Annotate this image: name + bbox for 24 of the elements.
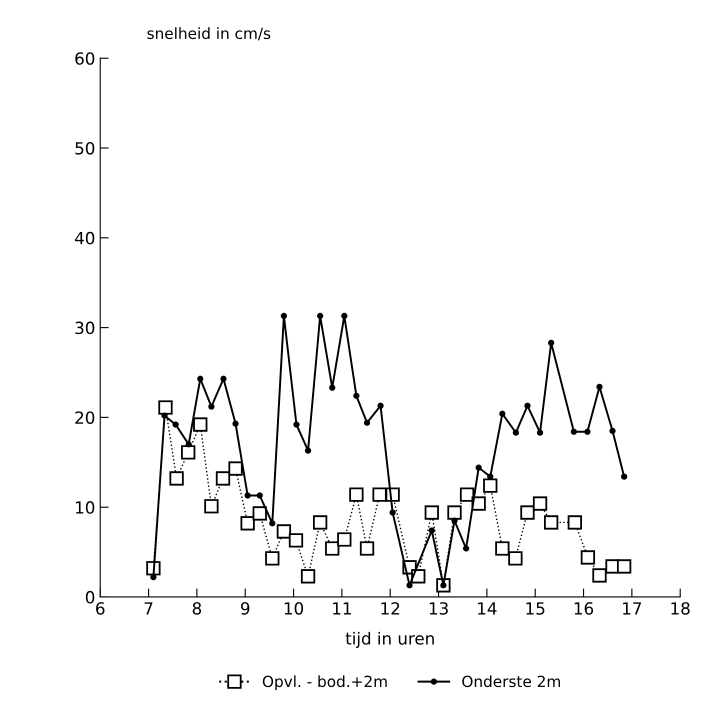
x-tick-label: 6 bbox=[96, 602, 104, 615]
x-tick-label: 13 bbox=[430, 602, 448, 615]
y-tick-label: 10 bbox=[76, 501, 94, 514]
y-tick-label: 20 bbox=[75, 411, 94, 424]
x-tick-label: 9 bbox=[240, 602, 250, 615]
y-tick-label: 30 bbox=[75, 322, 94, 334]
legend-label: Onderste 2m bbox=[462, 675, 560, 688]
y-tick-label: 0 bbox=[86, 590, 94, 604]
y-tick-label: 50 bbox=[75, 142, 94, 155]
y-axis-title: snelheid in cm/s bbox=[147, 27, 270, 40]
x-tick-label: 14 bbox=[478, 602, 497, 614]
x-tick-label: 7 bbox=[144, 602, 152, 614]
x-tick-label: 10 bbox=[284, 602, 304, 615]
x-axis-title: tijd in uren bbox=[346, 632, 434, 648]
y-tick-label: 60 bbox=[75, 52, 94, 65]
legend-label: Opvl. - bod.+2m bbox=[262, 675, 387, 690]
x-tick-label: 12 bbox=[381, 602, 400, 614]
y-tick-label: 40 bbox=[74, 232, 94, 244]
x-tick-label: 18 bbox=[671, 602, 690, 615]
x-tick-label: 16 bbox=[574, 602, 594, 615]
x-tick-label: 15 bbox=[526, 602, 544, 615]
x-tick-label: 11 bbox=[333, 602, 351, 614]
x-tick-label: 17 bbox=[623, 602, 642, 614]
x-tick-label: 8 bbox=[192, 602, 202, 615]
